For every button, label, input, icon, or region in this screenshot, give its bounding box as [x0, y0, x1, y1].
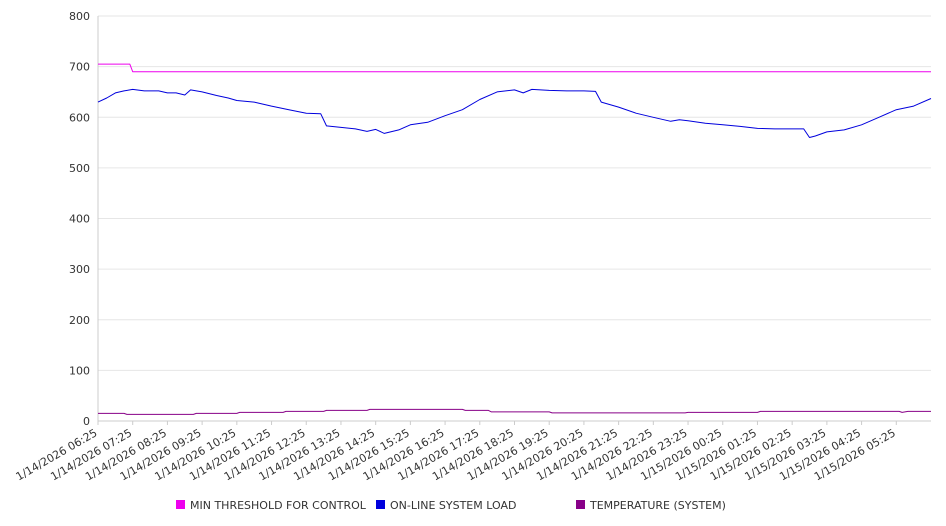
y-tick-label-300: 300	[69, 263, 90, 276]
legend-label-3: TEMPERATURE (SYSTEM)	[589, 499, 726, 512]
series-layer	[97, 63, 932, 415]
y-tick-label-600: 600	[69, 111, 90, 124]
series-line-2	[97, 88, 932, 138]
legend-swatch-2	[376, 500, 385, 509]
legend-label-1: MIN THRESHOLD FOR CONTROL	[190, 499, 367, 512]
series-line-3	[98, 408, 931, 415]
y-tick-label-700: 700	[69, 61, 90, 74]
grid-layer	[98, 15, 931, 371]
y-tick-label-800: 800	[69, 10, 90, 23]
legend-swatch-1	[176, 500, 185, 509]
legend-swatch-3	[576, 500, 585, 509]
legend-label-2: ON-LINE SYSTEM LOAD	[390, 499, 516, 512]
series-line-1	[98, 63, 931, 73]
y-tick-label-200: 200	[69, 314, 90, 327]
y-tick-label-500: 500	[69, 162, 90, 175]
y-tick-label-0: 0	[83, 415, 90, 428]
y-tick-label-400: 400	[69, 213, 90, 226]
legend: MIN THRESHOLD FOR CONTROL ON-LINE SYSTEM …	[176, 499, 726, 512]
y-tick-label-100: 100	[69, 364, 90, 377]
